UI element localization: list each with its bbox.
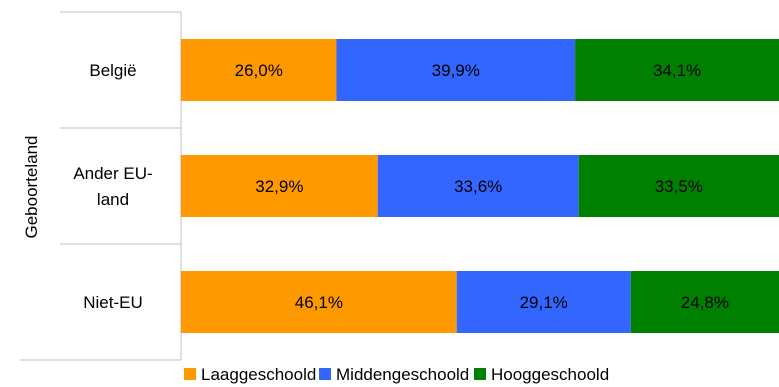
data-label: 29,1% (520, 293, 568, 312)
legend-label: Hooggeschoold (491, 365, 609, 384)
y-axis-title: Geboorteland (22, 135, 41, 238)
legend: Laaggeschoold Middengeschoold Hooggeschool… (184, 365, 609, 384)
bar-segment (181, 155, 378, 217)
data-label: 34,1% (653, 61, 701, 80)
bar-segment (575, 39, 779, 101)
bars-group: 26,0% 39,9% 34,1% 32,9% 33,6% 33,5% 46,1% 29,1%… (181, 39, 779, 333)
category-label: Niet-EU (83, 293, 143, 312)
category-labels: België Ander EU-land Niet-EU (73, 61, 152, 312)
data-label: 24,8% (681, 293, 729, 312)
bar-segment (336, 39, 576, 101)
data-label: 33,5% (655, 177, 703, 196)
legend-label: Middengeschoold (336, 365, 469, 384)
data-label: 26,0% (235, 61, 283, 80)
legend-swatch (474, 368, 486, 380)
category-label: Ander EU- (73, 164, 152, 183)
bar-segment (456, 271, 631, 333)
legend-label: Laaggeschoold (201, 365, 316, 384)
bar-segment (630, 271, 779, 333)
category-label: België (89, 61, 136, 80)
legend-swatch (184, 368, 196, 380)
data-label: 39,9% (432, 61, 480, 80)
data-label: 46,1% (295, 293, 343, 312)
legend-swatch (319, 368, 331, 380)
bar-segment (578, 155, 779, 217)
data-label: 32,9% (255, 177, 303, 196)
bar-segment (181, 271, 457, 333)
category-label: land (97, 190, 129, 209)
bar-segment (181, 39, 337, 101)
data-label: 33,6% (454, 177, 502, 196)
bar-segment (377, 155, 579, 217)
